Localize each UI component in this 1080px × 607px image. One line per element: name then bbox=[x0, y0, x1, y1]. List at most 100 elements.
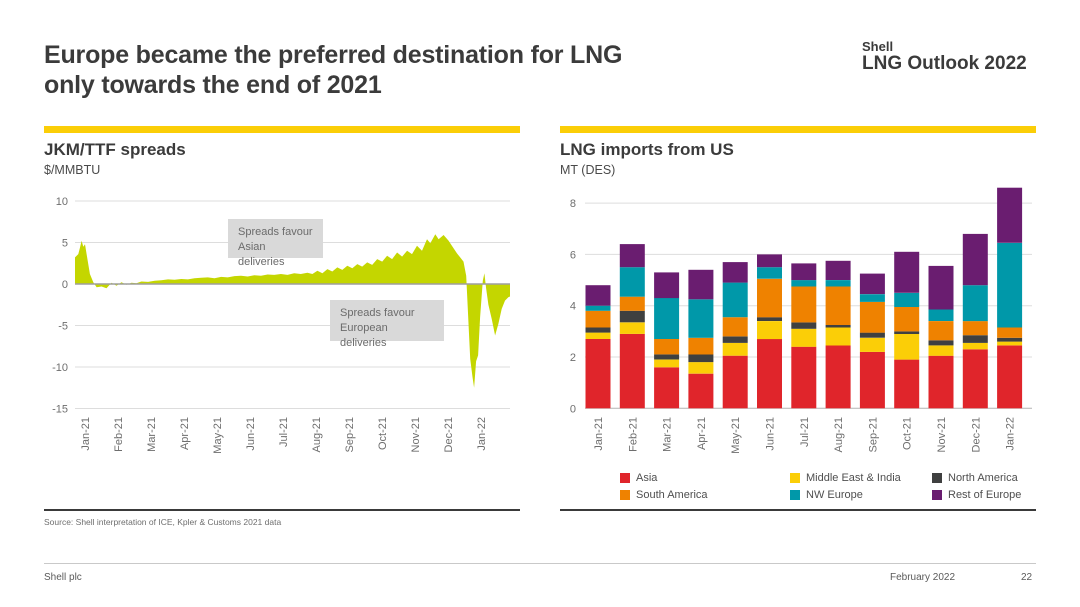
y-axis-label: 2 bbox=[570, 352, 576, 364]
bar-segment bbox=[962, 233, 988, 286]
bar-segment bbox=[928, 321, 954, 341]
legend-swatch-icon bbox=[790, 473, 800, 483]
x-axis-label: Mar-21 bbox=[146, 417, 158, 452]
bar-segment bbox=[654, 359, 680, 368]
bar-segment bbox=[894, 359, 920, 409]
bar-segment bbox=[859, 337, 885, 352]
bar-segment bbox=[825, 324, 851, 328]
bar-segment bbox=[688, 354, 714, 363]
imports-legend: Asia Middle East & India North America Sout… bbox=[560, 472, 1036, 501]
x-axis-label: Jan-21 bbox=[80, 417, 92, 451]
bar-segment bbox=[825, 286, 851, 325]
footer-date: February 2022 bbox=[890, 572, 956, 583]
bar-segment bbox=[791, 328, 817, 347]
bar-segment bbox=[859, 301, 885, 333]
bar-segment bbox=[757, 317, 782, 321]
x-axis-label: Dec-21 bbox=[443, 417, 455, 452]
divider-right bbox=[560, 509, 1036, 511]
y-axis-label: 4 bbox=[570, 301, 576, 313]
spreads-panel: JKM/TTF spreads $/MMBTU 10 5 0 -5 -10 -15 Jan-… bbox=[44, 140, 520, 510]
bar-segment bbox=[928, 309, 954, 321]
brand-line1: Shell bbox=[862, 39, 894, 54]
bar-segment bbox=[619, 310, 645, 323]
bar-segment bbox=[619, 322, 645, 334]
bar-segment bbox=[997, 242, 1023, 328]
bar-segment bbox=[757, 278, 782, 318]
y-axis-label: -15 bbox=[52, 404, 68, 416]
bar-segment bbox=[997, 341, 1023, 346]
source-note: Source: Shell interpretation of ICE, Kpl… bbox=[44, 517, 282, 527]
page-title-line2: only towards the end of 2021 bbox=[44, 71, 382, 99]
x-axis-label: Dec-21 bbox=[970, 417, 982, 452]
legend-swatch-icon bbox=[620, 490, 630, 500]
bar-segment bbox=[962, 349, 988, 409]
bar-segment bbox=[859, 294, 885, 302]
legend-swatch-icon bbox=[790, 490, 800, 500]
brand-line2: LNG Outlook 2022 bbox=[862, 52, 1027, 74]
bar-segment bbox=[654, 367, 680, 409]
x-axis-label: Jan-21 bbox=[593, 417, 605, 451]
x-axis-label: Jun-21 bbox=[765, 417, 777, 451]
bar-segment bbox=[722, 355, 748, 409]
legend-label: Asia bbox=[636, 472, 658, 484]
bar-segment bbox=[997, 187, 1023, 243]
bar-segment bbox=[757, 254, 782, 268]
spreads-chart-unit: $/MMBTU bbox=[44, 163, 101, 178]
bar-segment bbox=[962, 335, 988, 343]
bar-segment bbox=[688, 299, 714, 338]
footer-company: Shell plc bbox=[44, 572, 82, 583]
bar-segment bbox=[859, 332, 885, 338]
x-axis-label: Aug-21 bbox=[311, 417, 323, 452]
legend-item: NW Europe bbox=[790, 489, 932, 501]
legend-swatch-icon bbox=[932, 473, 942, 483]
legend-item: South America bbox=[620, 489, 790, 501]
bar-segment bbox=[859, 273, 885, 295]
bar-segment bbox=[962, 342, 988, 350]
bar-segment bbox=[688, 373, 714, 409]
bar-segment bbox=[791, 346, 817, 409]
y-axis-label: 8 bbox=[570, 198, 576, 210]
bar-segment bbox=[997, 345, 1023, 409]
x-axis-label: Jan-22 bbox=[476, 417, 488, 451]
imports-panel: LNG imports from US MT (DES) 0 2 4 6 8 Jan-21… bbox=[560, 140, 1036, 510]
bar-segment bbox=[654, 272, 680, 299]
bar-segment bbox=[688, 362, 714, 374]
x-axis-label: Nov-21 bbox=[936, 417, 948, 452]
bar-segment bbox=[791, 322, 817, 329]
bar-segment bbox=[894, 251, 920, 293]
bar-segment bbox=[791, 286, 817, 323]
bar-segment bbox=[619, 244, 645, 268]
bar-segment bbox=[825, 327, 851, 346]
bar-segment bbox=[585, 339, 611, 409]
bar-segment bbox=[585, 305, 611, 311]
bar-segment bbox=[585, 285, 611, 306]
bar-segment bbox=[688, 337, 714, 355]
x-axis-label: Jul-21 bbox=[278, 417, 290, 447]
bar-segment bbox=[654, 298, 680, 339]
bar-segment bbox=[585, 310, 611, 328]
annotation-asian-deliveries: Spreads favour Asian deliveries bbox=[228, 219, 323, 268]
legend-label: South America bbox=[636, 489, 708, 501]
spread-area-series bbox=[75, 234, 510, 388]
x-axis-label: Oct-21 bbox=[902, 417, 914, 450]
legend-item: North America bbox=[932, 472, 1036, 484]
bar-segment bbox=[894, 292, 920, 307]
accent-bar-left bbox=[44, 126, 520, 133]
x-axis-label: Sep-21 bbox=[344, 417, 356, 452]
annotation-line: Spreads favour bbox=[238, 226, 313, 238]
x-axis-label: Feb-21 bbox=[113, 417, 125, 452]
y-axis-label: 6 bbox=[570, 249, 576, 261]
bar-segment bbox=[894, 331, 920, 334]
bar-segment bbox=[825, 280, 851, 287]
y-axis-label: 0 bbox=[570, 403, 576, 415]
annotation-european-deliveries: Spreads favour European deliveries bbox=[330, 300, 444, 349]
annotation-line: Spreads favour bbox=[340, 307, 415, 319]
x-axis-label: Jul-21 bbox=[799, 417, 811, 447]
bar-segment bbox=[997, 327, 1023, 338]
lng-imports-chart: 0 2 4 6 8 Jan-21 Feb-21 Mar-21 Apr-21 May-21 Jun-2… bbox=[570, 187, 1032, 454]
bar-segment bbox=[791, 263, 817, 281]
bar-segment bbox=[585, 332, 611, 339]
bar-segment bbox=[859, 351, 885, 409]
bar-segment bbox=[585, 327, 611, 333]
